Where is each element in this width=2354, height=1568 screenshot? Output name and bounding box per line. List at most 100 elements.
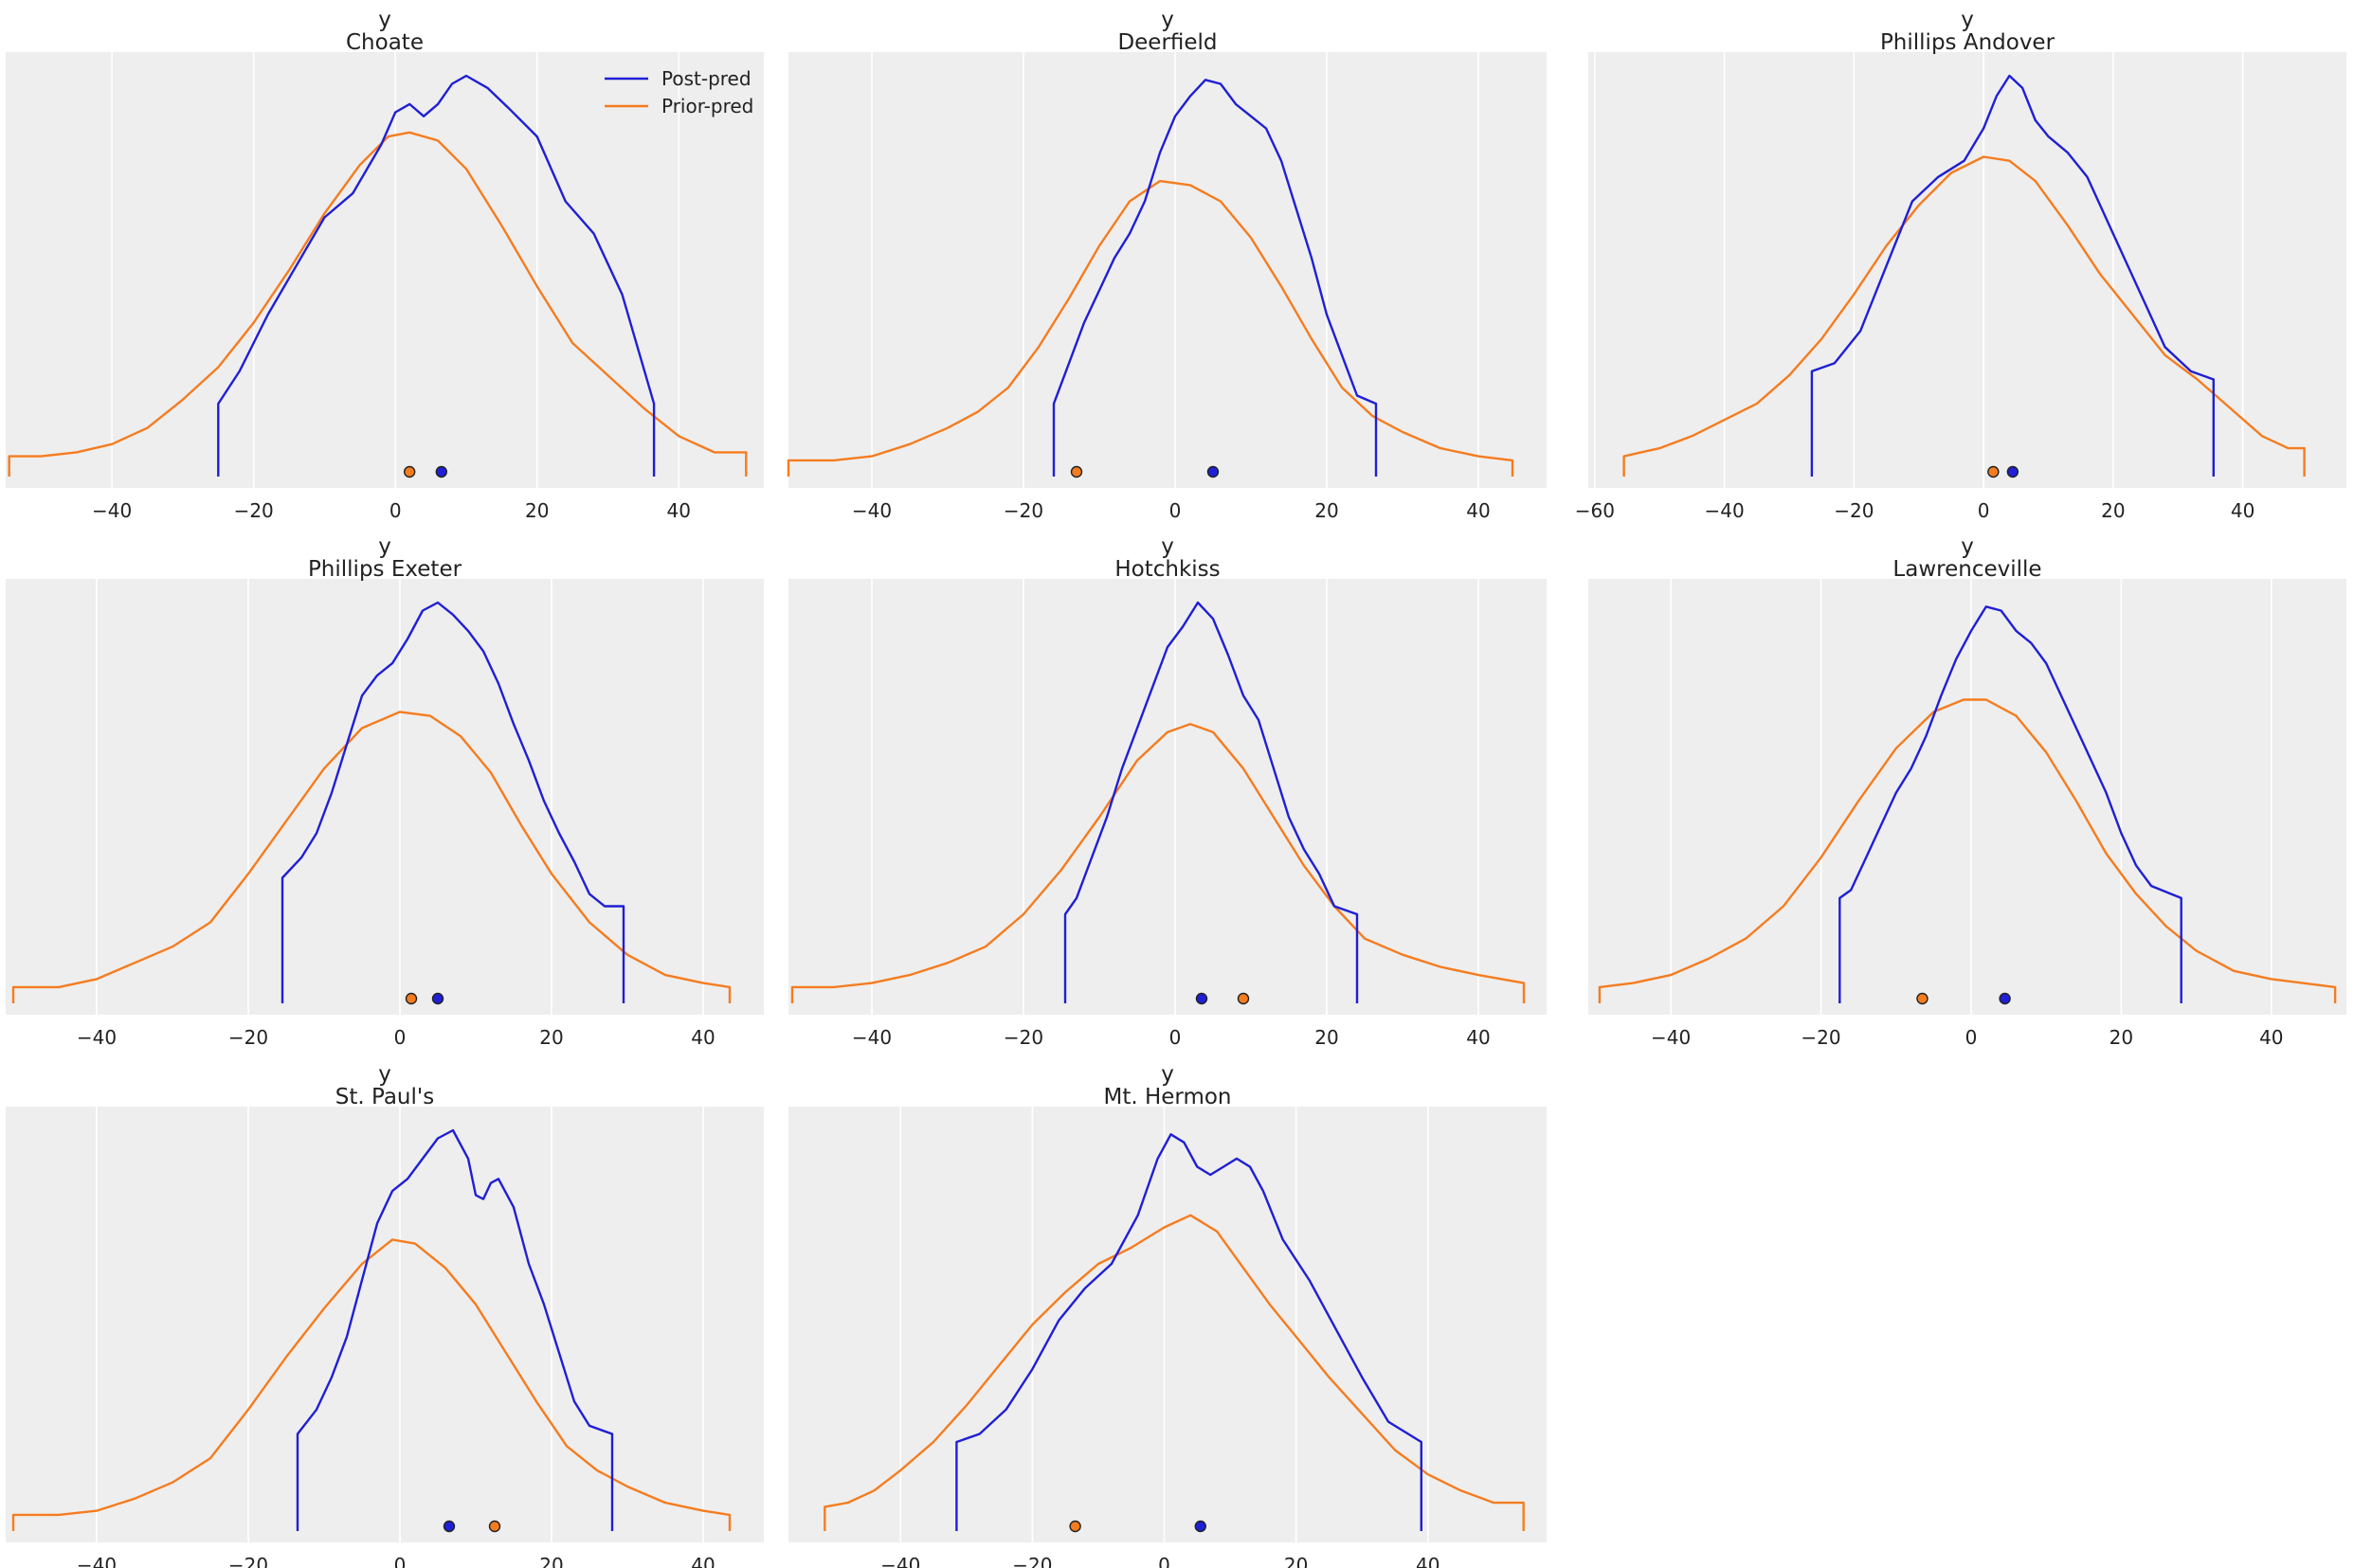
prior-density-line [11, 1238, 732, 1531]
prior-point-estimate [1237, 992, 1250, 1005]
post-density-line [217, 74, 656, 477]
prior-point-estimate [488, 1520, 501, 1533]
x-tick-label: −40 [1704, 499, 1744, 522]
panel-title-var: y [378, 8, 391, 32]
panel-title-var: y [378, 1062, 391, 1087]
panel-background [6, 52, 764, 488]
panel-title-school: Phillips Exeter [308, 557, 462, 582]
post-point-estimate [1195, 992, 1208, 1005]
post-density-line [281, 601, 625, 1003]
x-tick-label: 40 [691, 1554, 715, 1568]
x-tick-label: −20 [234, 499, 274, 522]
x-tick-label: 0 [1978, 499, 1990, 522]
panel-background [788, 52, 1547, 488]
panel-title-var: y [1961, 8, 1974, 32]
x-tick-label: −40 [1651, 1026, 1691, 1049]
x-tick-label: 40 [2231, 499, 2254, 522]
panel-title-school: Choate [346, 30, 424, 55]
prior-point-estimate [1987, 465, 2000, 478]
post-point-estimate [1206, 465, 1220, 478]
x-tick-label: −40 [92, 499, 132, 522]
post-point-estimate [443, 1520, 456, 1533]
panel-title-school: Deerfield [1117, 30, 1217, 55]
x-tick-label: −40 [77, 1554, 117, 1568]
post-density-line [1063, 601, 1359, 1003]
x-tick-label: 0 [1169, 1026, 1182, 1049]
panel-background [788, 579, 1547, 1015]
post-point-estimate [2006, 465, 2019, 478]
post-density-line [955, 1133, 1422, 1531]
prior-density-line [790, 723, 1526, 1003]
x-tick-label: 20 [525, 499, 549, 522]
panel-title-school: St. Paul's [335, 1085, 434, 1109]
x-tick-label: −40 [880, 1554, 920, 1568]
prior-point-estimate [405, 992, 418, 1005]
x-tick-label: 40 [2259, 1026, 2283, 1049]
prior-point-estimate [403, 465, 416, 478]
panel-title-school: Lawrenceville [1892, 557, 2041, 582]
prior-density-line [1622, 155, 2306, 477]
x-tick-label: −60 [1575, 499, 1615, 522]
post-density-line [1810, 74, 2215, 477]
post-point-estimate [1194, 1520, 1206, 1533]
x-tick-label: 40 [1466, 499, 1490, 522]
panel-title-var: y [1161, 534, 1174, 559]
panel-background [6, 579, 764, 1015]
prior-point-estimate [1069, 1520, 1081, 1533]
panel-8: −40 −20 0 20 40 yMt. Hermon [788, 1062, 1547, 1568]
x-tick-label: 40 [667, 499, 691, 522]
x-tick-label: 20 [1314, 1026, 1338, 1049]
panel-background [1588, 579, 2346, 1015]
prior-density-line [787, 179, 1514, 477]
prior-density-line [1598, 698, 2337, 1003]
x-tick-label: −20 [1834, 499, 1874, 522]
panel-title-school: Mt. Hermon [1103, 1085, 1231, 1109]
x-tick-label: 20 [2110, 1026, 2133, 1049]
panel-background [6, 1107, 764, 1542]
panel-title-var: y [378, 534, 391, 559]
x-tick-label: 20 [1314, 499, 1338, 522]
prior-density-line [11, 711, 732, 1003]
x-tick-label: 20 [1284, 1554, 1308, 1568]
x-tick-label: −20 [1004, 499, 1043, 522]
panel-7: −40 −20 0 20 40 ySt. Paul's [6, 1062, 764, 1568]
post-point-estimate [431, 992, 444, 1005]
x-tick-label: 0 [1965, 1026, 1978, 1049]
panel-title-school: Phillips Andover [1880, 30, 2055, 55]
legend-label: Post-pred [661, 67, 751, 90]
x-tick-label: 20 [2101, 499, 2125, 522]
x-tick-label: 40 [1416, 1554, 1440, 1568]
panel-background [1588, 52, 2346, 488]
x-tick-label: −20 [228, 1554, 268, 1568]
x-tick-label: 20 [539, 1554, 563, 1568]
x-tick-label: 40 [1466, 1026, 1490, 1049]
x-tick-label: −20 [1801, 1026, 1840, 1049]
x-tick-label: 0 [394, 1554, 407, 1568]
x-tick-label: 0 [394, 1026, 407, 1049]
x-tick-label: 0 [1158, 1554, 1170, 1568]
x-tick-label: 0 [1169, 499, 1182, 522]
legend-label: Prior-pred [661, 95, 753, 117]
x-tick-label: −20 [1004, 1026, 1043, 1049]
panel-title-var: y [1161, 1062, 1174, 1087]
post-point-estimate [1999, 992, 2011, 1005]
prior-density-line [8, 131, 748, 477]
x-tick-label: −40 [852, 499, 892, 522]
x-tick-label: −40 [77, 1026, 117, 1049]
x-tick-label: −20 [228, 1026, 268, 1049]
x-tick-label: 40 [691, 1026, 715, 1049]
x-tick-label: −40 [852, 1026, 892, 1049]
prior-point-estimate [1070, 465, 1083, 478]
panel-title-var: y [1961, 534, 1974, 559]
panel-title-school: Hotchkiss [1114, 557, 1220, 582]
post-density-line [296, 1128, 614, 1531]
x-tick-label: 0 [389, 499, 402, 522]
post-density-line [1838, 605, 2182, 1003]
